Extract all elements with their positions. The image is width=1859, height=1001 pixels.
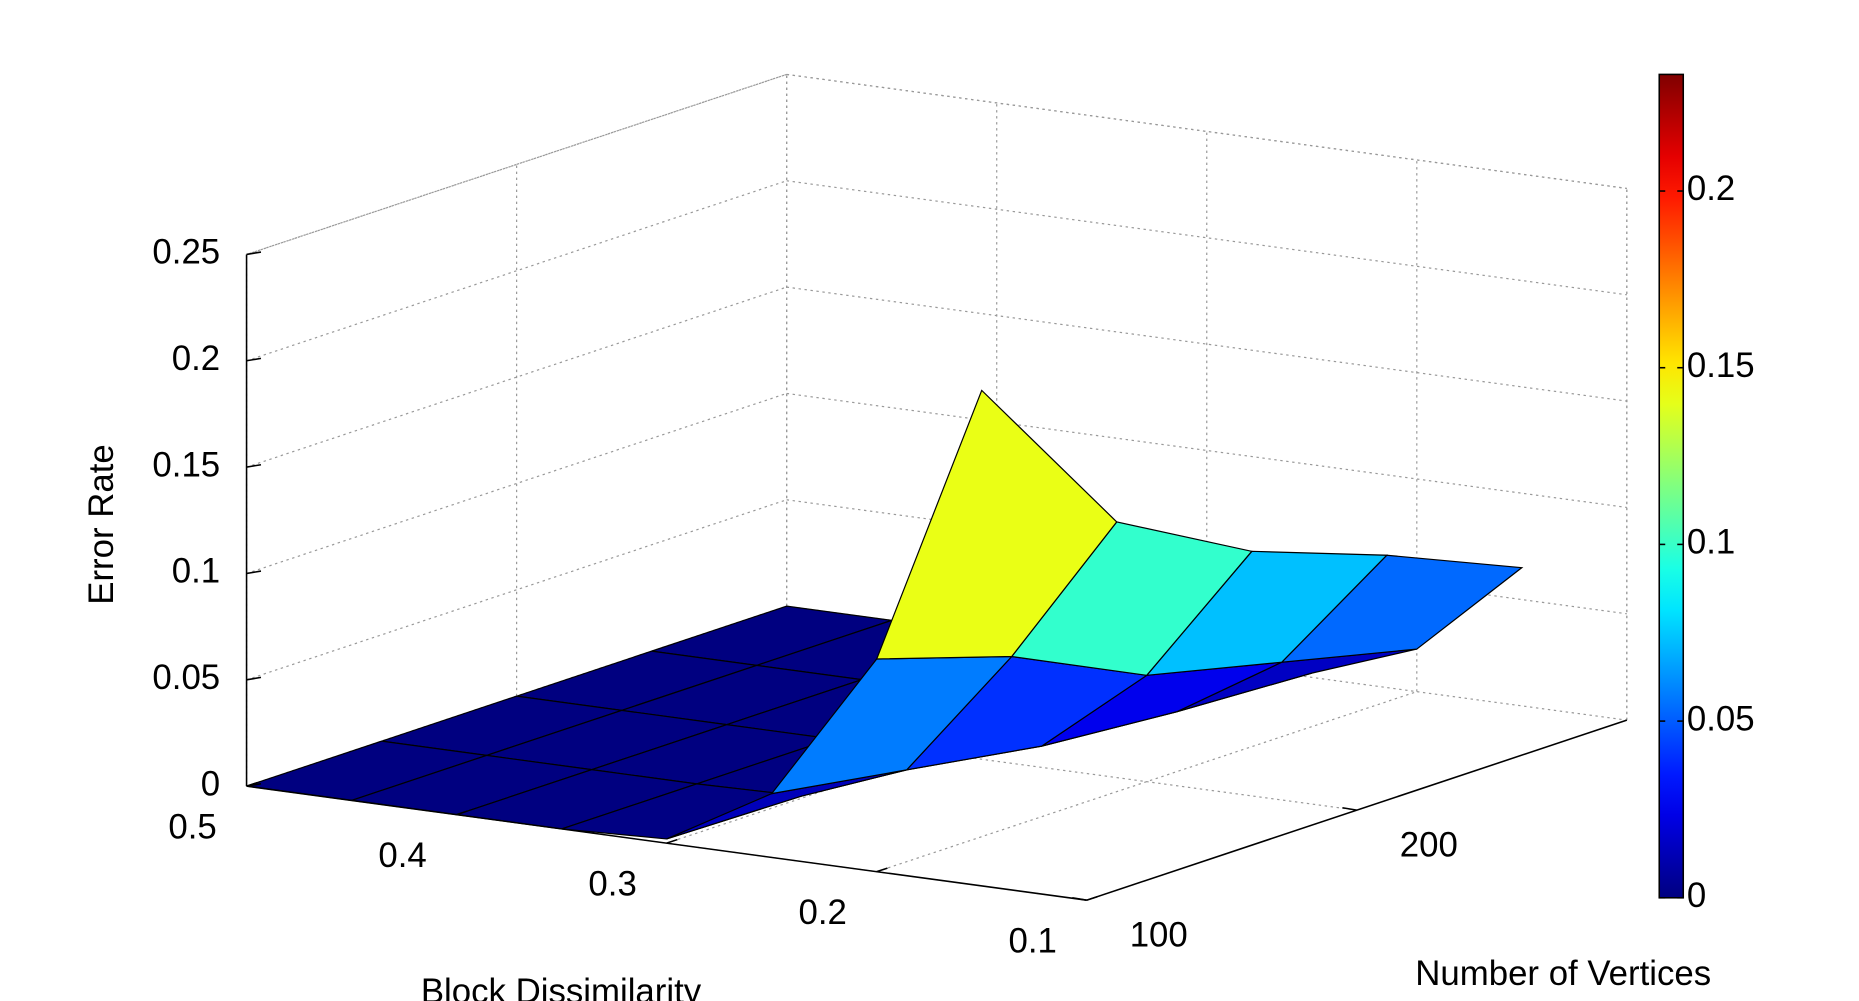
- y-axis-label: Number of Vertices: [1415, 954, 1711, 993]
- y-tick-label: 200: [1400, 826, 1458, 865]
- y-tick: [1072, 897, 1087, 901]
- z-tick: [246, 570, 262, 575]
- x-tick: [666, 838, 678, 844]
- z-tick: [246, 251, 262, 256]
- x-tick: [456, 810, 468, 816]
- x-tick-label: 0.5: [168, 808, 216, 847]
- grid-line: [246, 286, 787, 468]
- z-tick-label: 0: [201, 764, 220, 803]
- grid-line: [246, 499, 787, 681]
- surface: [246, 389, 1524, 840]
- colorbar-tick-label: 0.15: [1687, 346, 1755, 385]
- colorbar-tick-label: 0.1: [1687, 523, 1735, 562]
- x-tick-label: 0.4: [378, 836, 426, 875]
- x-tick-label: 0.1: [1009, 922, 1057, 961]
- z-tick-label: 0.15: [152, 445, 220, 484]
- x-tick-label: 0.3: [588, 865, 636, 904]
- grid-line: [876, 691, 1417, 873]
- z-tick: [246, 357, 262, 362]
- z-tick: [246, 782, 262, 787]
- z-tick-label: 0.2: [172, 339, 220, 378]
- z-tick: [246, 676, 262, 681]
- axes: 0.1 0.2 0.3 0.4 0.5 100 200 0 0.05 0.1 0.15 0.2 0.25: [152, 233, 1628, 961]
- surface-face: [875, 389, 1118, 660]
- z-tick-label: 0.05: [152, 658, 220, 697]
- y-tick-label: 100: [1130, 916, 1188, 955]
- grid-line: [246, 73, 787, 256]
- grid-line: [246, 180, 787, 362]
- x-tick: [1086, 895, 1098, 901]
- z-tick: [246, 463, 262, 468]
- y-tick: [1342, 806, 1357, 811]
- z-tick-label: 0.25: [152, 233, 220, 272]
- box-edge: [246, 73, 787, 256]
- x-tick: [876, 867, 888, 873]
- x-tick-label: 0.2: [798, 893, 846, 932]
- colorbar: [1658, 73, 1685, 899]
- colorbar-tick-label: 0.2: [1687, 169, 1735, 208]
- colorbar-tick-label: 0.05: [1687, 699, 1755, 738]
- colorbar-tick-label: 0: [1687, 876, 1706, 915]
- box-edge: [786, 73, 1627, 190]
- z-axis-label: Error Rate: [82, 444, 121, 604]
- grid-line: [246, 392, 787, 575]
- z-tick-label: 0.1: [172, 552, 220, 591]
- x-axis-label: Block Dissimilarity: [421, 972, 702, 1001]
